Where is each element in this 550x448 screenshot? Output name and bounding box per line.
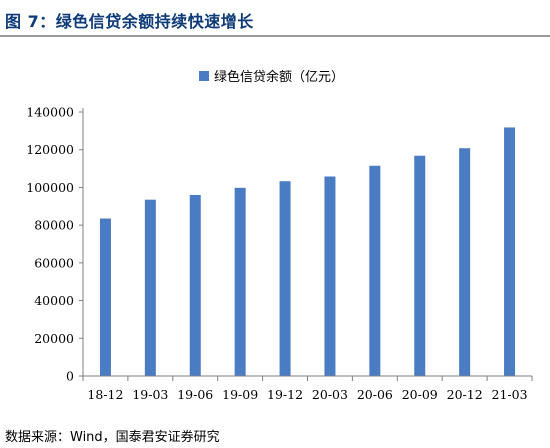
bar <box>99 218 111 376</box>
figure-header: 图 7：绿色信贷余额持续快速增长 <box>0 0 550 38</box>
title-divider <box>0 35 550 37</box>
legend-swatch <box>199 71 209 81</box>
x-tick-label: 19-12 <box>267 387 303 402</box>
x-tick-label: 19-09 <box>222 387 258 402</box>
x-tick-label: 20-09 <box>402 387 438 402</box>
x-tick-label: 20-03 <box>312 387 348 402</box>
source-note: 数据来源：Wind，国泰君安证券研究 <box>5 430 220 445</box>
x-tick-label: 19-03 <box>132 387 168 402</box>
x-tick-label: 18-12 <box>87 387 123 402</box>
y-tick-label: 100000 <box>26 180 74 195</box>
bar <box>414 155 426 376</box>
x-tick-label: 21-03 <box>492 387 528 402</box>
bar <box>459 148 471 376</box>
bar <box>234 187 246 376</box>
bar <box>504 127 516 376</box>
figure-title: 图 7：绿色信贷余额持续快速增长 <box>5 12 254 31</box>
y-tick-label: 0 <box>66 369 74 384</box>
bar <box>369 165 381 376</box>
bar <box>189 194 201 376</box>
y-tick-label: 80000 <box>34 218 74 233</box>
chart-legend: 绿色信贷余额（亿元） <box>199 69 344 85</box>
y-tick-label: 120000 <box>26 142 74 157</box>
bar <box>324 176 336 376</box>
x-tick-label: 20-06 <box>357 387 393 402</box>
x-tick-label: 20-12 <box>447 387 483 402</box>
bar <box>279 181 291 376</box>
legend-label: 绿色信贷余额（亿元） <box>214 69 344 85</box>
bar-chart: 绿色信贷余额（亿元） 0 20000 40000 60000 80000 100000 12… <box>26 69 533 402</box>
chart-container: 绿色信贷余额（亿元） 0 20000 40000 60000 80000 100000 12… <box>0 38 550 420</box>
x-tick-label: 19-06 <box>177 387 213 402</box>
y-tick-label: 140000 <box>26 105 74 120</box>
bars-group <box>99 127 516 376</box>
y-tick-label: 40000 <box>34 293 74 308</box>
y-tick-label: 20000 <box>34 331 74 346</box>
x-axis: 18-12 19-03 19-06 19-09 19-12 20-03 20-06 20-09… <box>82 375 533 402</box>
y-axis: 0 20000 40000 60000 80000 100000 120000 140000 <box>26 105 84 384</box>
y-tick-label: 60000 <box>34 255 74 270</box>
bar <box>144 199 156 376</box>
